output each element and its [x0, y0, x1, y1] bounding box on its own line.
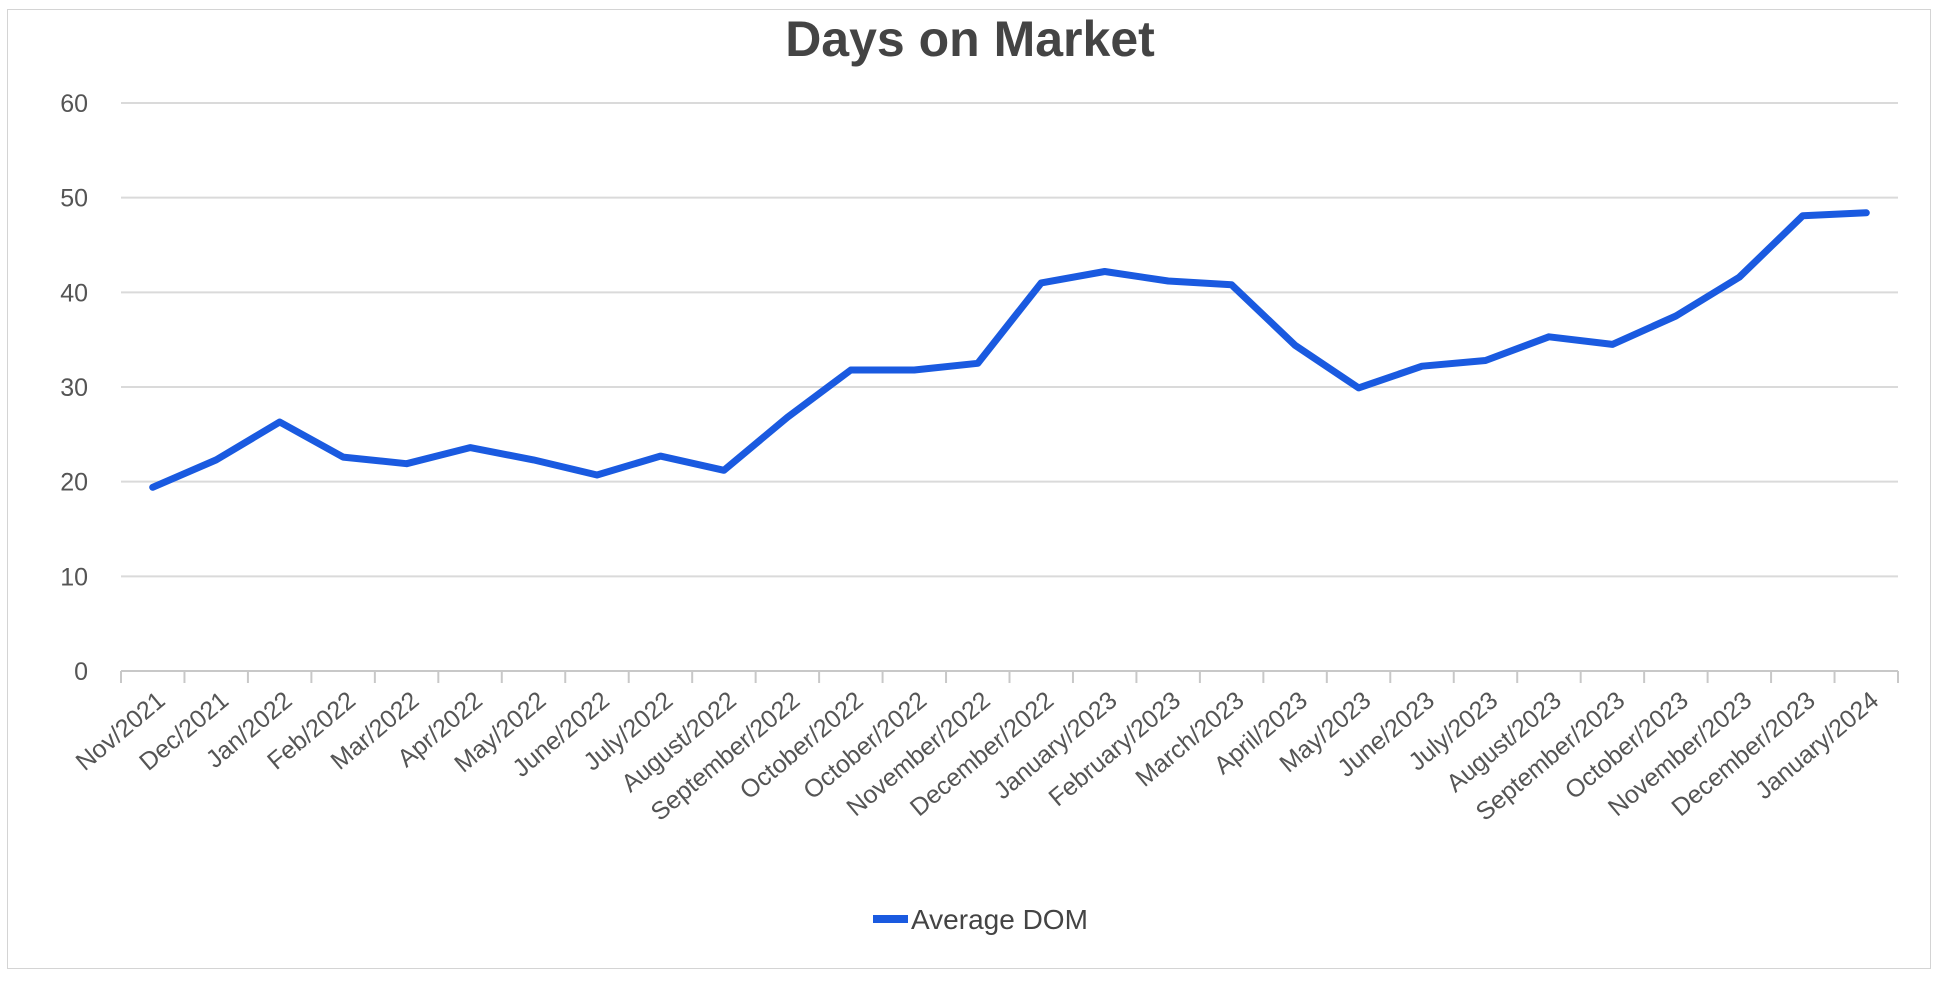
data-point [1292, 342, 1299, 349]
data-point [1101, 268, 1108, 275]
data-point [1545, 333, 1552, 340]
data-point [784, 414, 791, 421]
data-point [1799, 212, 1806, 219]
data-point [467, 444, 474, 451]
data-point [657, 453, 664, 460]
data-point [403, 460, 410, 467]
y-tick-label: 10 [60, 563, 88, 591]
data-point [1228, 281, 1235, 288]
data-point [340, 454, 347, 461]
data-point [149, 484, 156, 491]
y-tick-label: 0 [74, 658, 88, 686]
data-point [911, 367, 918, 373]
y-tick-label: 40 [60, 279, 88, 307]
data-point [720, 467, 727, 474]
y-tick-label: 30 [60, 374, 88, 402]
legend: Average DOM [873, 904, 1088, 935]
data-point [276, 419, 283, 425]
data-point [1165, 278, 1172, 284]
chart-frame [7, 9, 1931, 969]
data-point [594, 472, 600, 478]
series-line-0 [149, 209, 1870, 491]
y-tick-label: 20 [60, 469, 88, 497]
data-point [1038, 279, 1045, 286]
data-point [1482, 357, 1489, 364]
data-point [1736, 274, 1743, 281]
data-point [1419, 363, 1425, 370]
data-point [213, 456, 220, 463]
series-layer [149, 209, 1870, 491]
data-point [1355, 384, 1362, 391]
x-axis: Nov/2021Dec/2021Jan/2022Feb/2022Mar/2022… [71, 670, 1899, 826]
y-tick-label: 50 [60, 185, 88, 213]
data-point [530, 456, 537, 463]
data-point [974, 360, 981, 367]
y-axis-ticks: 0 10 20 30 40 50 60 [60, 90, 88, 686]
y-tick-label: 60 [60, 90, 88, 118]
data-point [847, 367, 854, 373]
data-point [1672, 313, 1679, 319]
legend-label: Average DOM [911, 904, 1088, 935]
data-point [1609, 341, 1616, 348]
chart-title: Days on Market [785, 11, 1155, 67]
gridlines [121, 102, 1898, 578]
data-point [1863, 209, 1870, 216]
